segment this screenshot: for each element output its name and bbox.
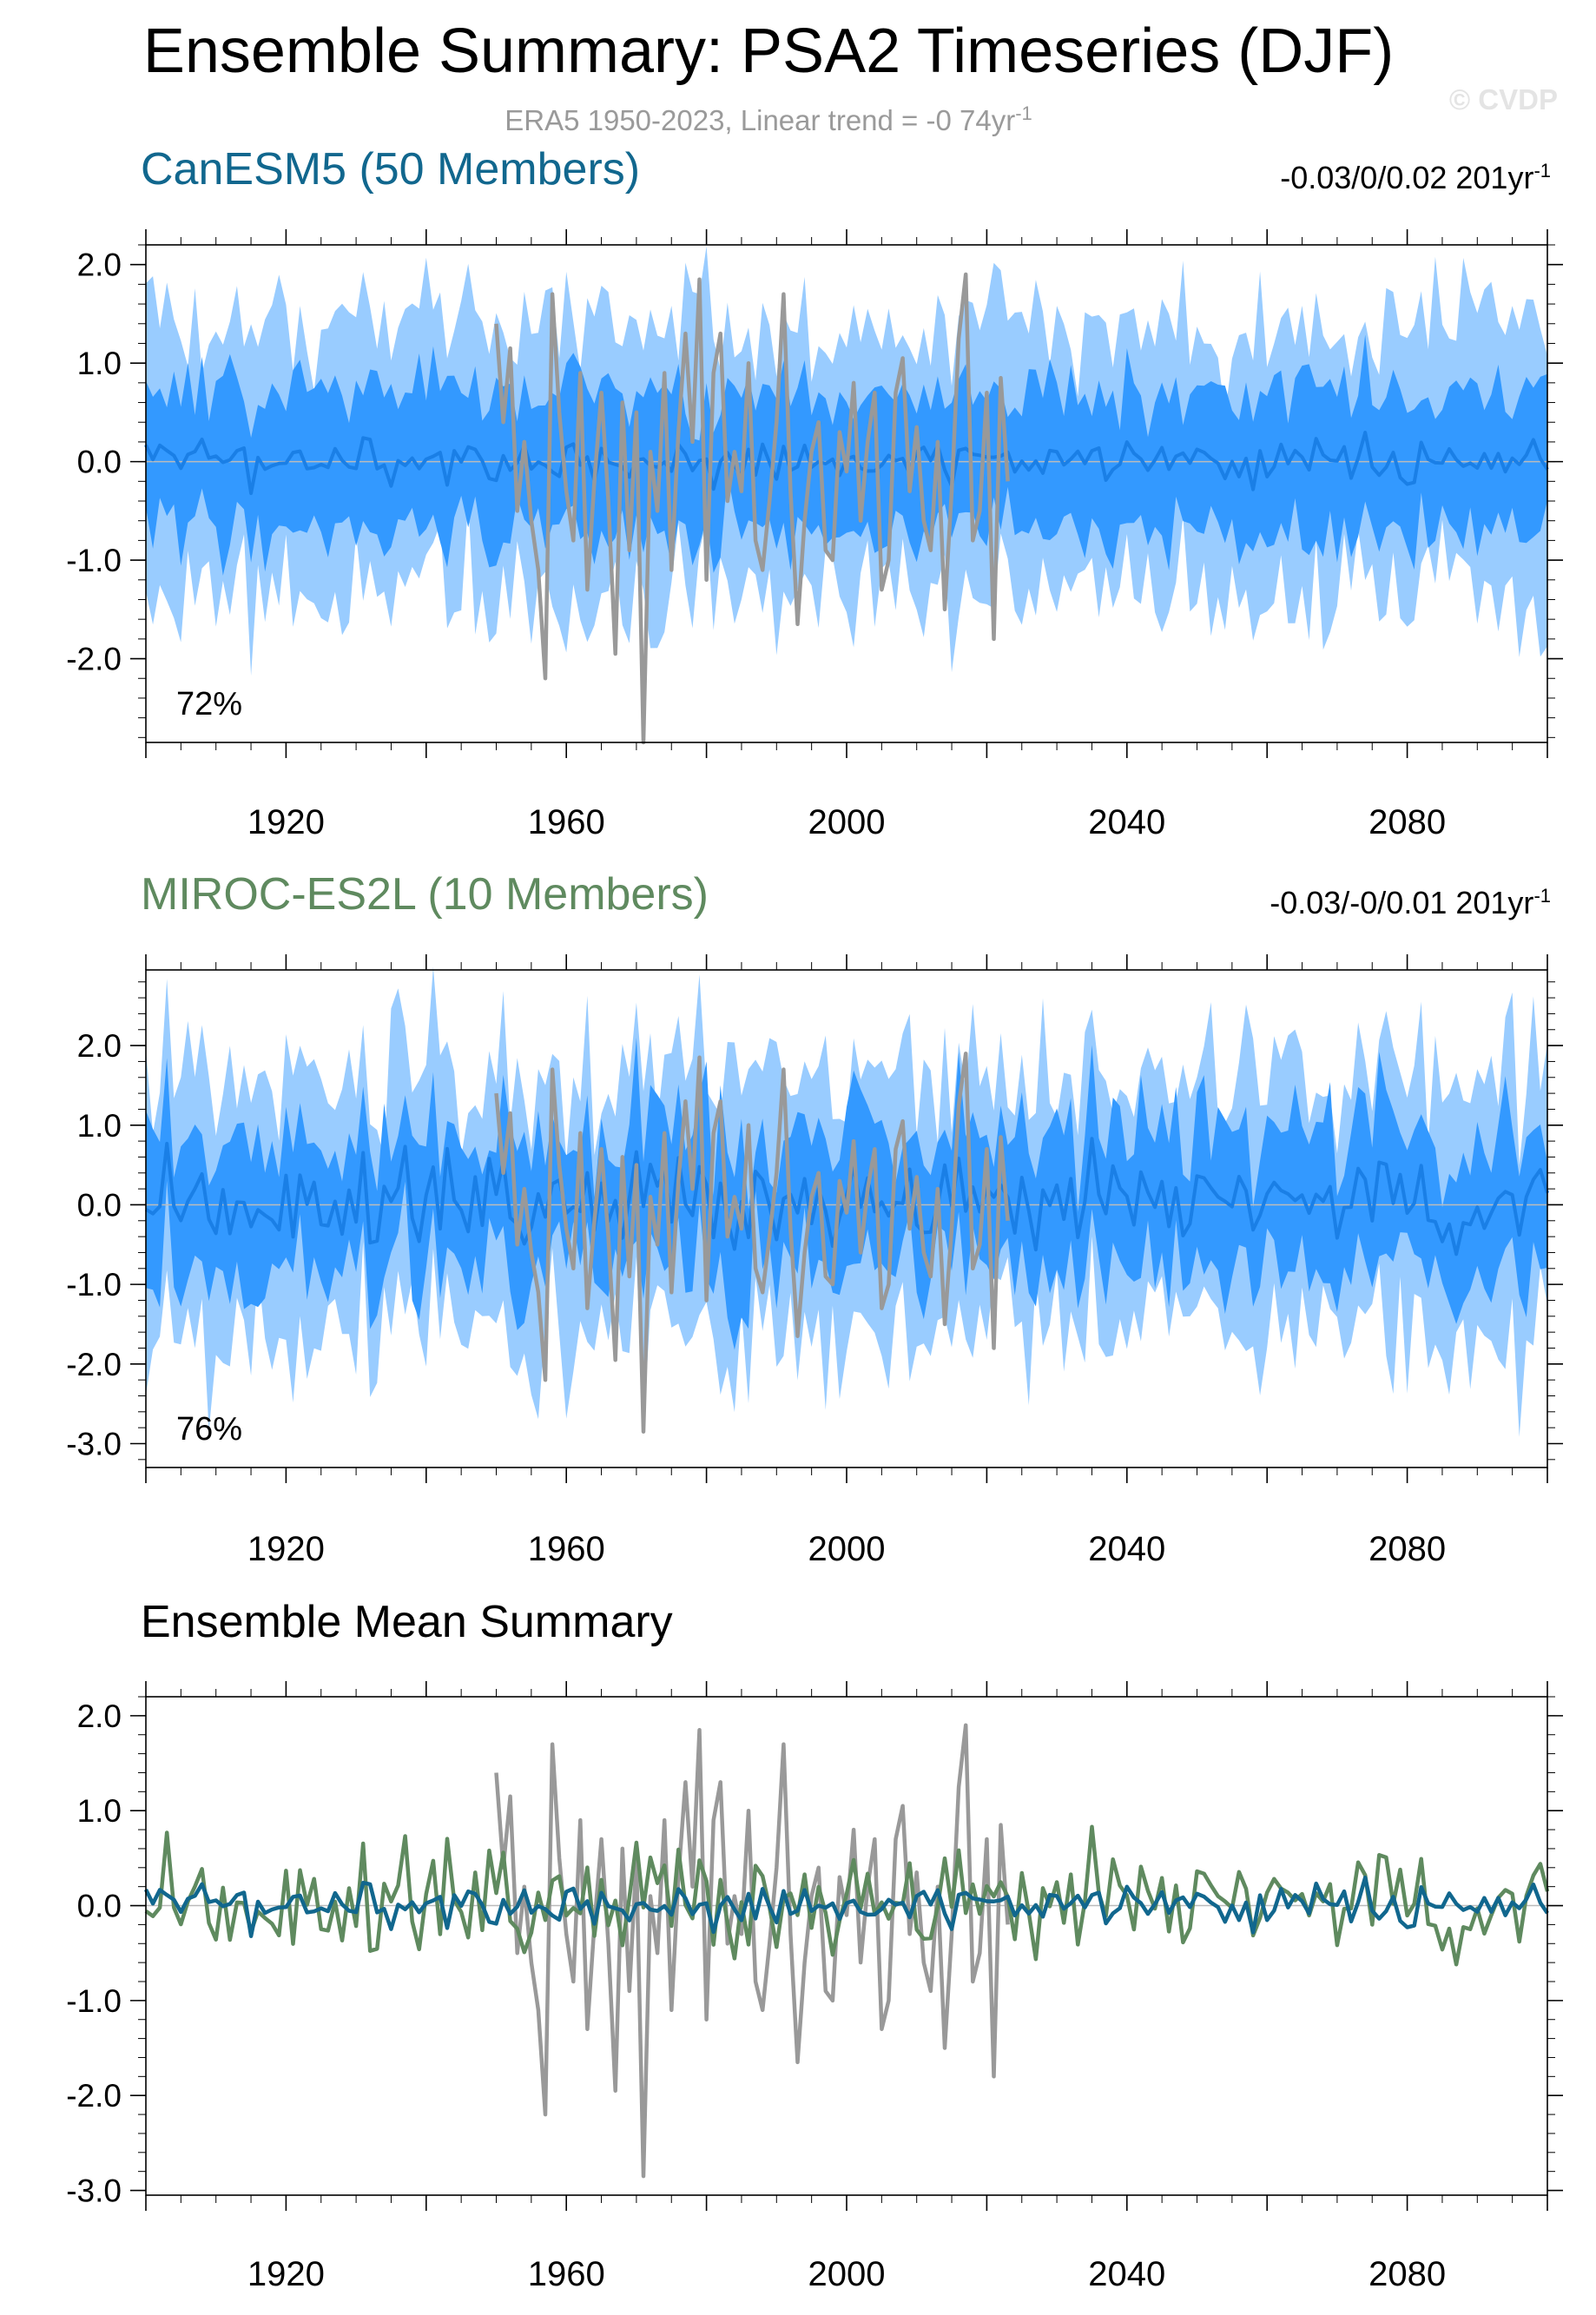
- y-tick-label: -2.0: [66, 642, 122, 677]
- y-tick-label: 0.0: [77, 1889, 122, 1924]
- panel2-title: MIROC-ES2L (10 Members): [141, 869, 709, 920]
- y-tick-label: 0.0: [77, 445, 122, 480]
- page-title: Ensemble Summary: PSA2 Timeseries (DJF): [142, 16, 1395, 86]
- x-tick-label: 1920: [247, 803, 325, 841]
- y-tick-label: 2.0: [77, 1028, 122, 1064]
- y-tick-label: -2.0: [66, 2078, 122, 2114]
- y-tick-label: -2.0: [66, 1347, 122, 1382]
- panel2-axes: -3.0 -2.0 -1.0 0.0 1.0 2.0 1920 1960 2000 2040 208…: [66, 954, 1563, 1568]
- y-tick-label: 0.0: [77, 1187, 122, 1223]
- panel1-title: CanESM5 (50 Members): [141, 144, 641, 195]
- panel2-trend: -0.03/-0/0.01 201yr-1: [1270, 885, 1551, 921]
- x-tick-label: 1960: [528, 2255, 605, 2293]
- panel3-axes: -3.0 -2.0 -1.0 0.0 1.0 2.0 1920 1960 2000 2040 208…: [66, 1681, 1563, 2293]
- x-tick-label: 2080: [1368, 2255, 1446, 2293]
- era5-observed-line: [494, 1723, 1010, 2179]
- x-tick-label: 1920: [247, 1530, 325, 1568]
- panel3-title: Ensemble Mean Summary: [141, 1597, 673, 1647]
- x-tick-label: 1920: [247, 2255, 325, 2293]
- canesm5-ensemble-mean-line: [143, 1875, 1549, 1938]
- era5-observed-line: [494, 1052, 1010, 1434]
- subtitle-exponent: -1: [1015, 102, 1032, 124]
- y-tick-label: -3.0: [66, 1426, 122, 1461]
- y-tick-label: 1.0: [77, 346, 122, 381]
- panel1-plot: 72%: [144, 246, 1549, 745]
- percent-label: 76%: [176, 1411, 242, 1448]
- y-tick-label: 2.0: [77, 1698, 122, 1734]
- x-tick-label: 2000: [808, 803, 886, 841]
- panel1-axes: -2.0 -1.0 0.0 1.0 2.0 1920 1960 2000 2040 2080: [66, 229, 1563, 841]
- panel1-trend-text: -0.03/0/0.02 201yr: [1280, 160, 1534, 195]
- y-tick-label: -1.0: [66, 1983, 122, 2019]
- y-tick-label: -1.0: [66, 1267, 122, 1303]
- panel2-trend-exp: -1: [1533, 885, 1551, 907]
- subtitle: ERA5 1950-2023, Linear trend = -0 74yr-1: [0, 102, 1537, 137]
- panel3-plot: [143, 1723, 1550, 2179]
- era5-observed-line: [494, 272, 1010, 745]
- percent-label: 72%: [176, 686, 242, 722]
- panel1-trend-exp: -1: [1533, 160, 1551, 181]
- panel2-plot: 76%: [144, 966, 1549, 1448]
- x-tick-label: 2080: [1368, 1530, 1446, 1568]
- subtitle-text: ERA5 1950-2023, Linear trend = -0 74yr: [505, 104, 1016, 136]
- x-tick-label: 2040: [1088, 2255, 1165, 2293]
- x-tick-label: 1960: [528, 803, 605, 841]
- y-tick-label: 1.0: [77, 1108, 122, 1144]
- x-tick-label: 1960: [528, 1530, 605, 1568]
- miroc-ensemble-mean-line: [144, 1824, 1550, 1967]
- x-tick-label: 2000: [808, 2255, 886, 2293]
- panel1-trend: -0.03/0/0.02 201yr-1: [1280, 160, 1551, 196]
- y-tick-label: 2.0: [77, 247, 122, 283]
- x-tick-label: 2040: [1088, 803, 1165, 841]
- y-tick-label: -3.0: [66, 2173, 122, 2209]
- panel2-trend-text: -0.03/-0/0.01 201yr: [1270, 885, 1534, 920]
- x-tick-label: 2080: [1368, 803, 1446, 841]
- x-tick-label: 2040: [1088, 1530, 1165, 1568]
- y-tick-label: -1.0: [66, 543, 122, 578]
- cvdp-watermark: © CVDP: [1448, 83, 1558, 115]
- y-tick-label: 1.0: [77, 1793, 122, 1829]
- x-tick-label: 2000: [808, 1530, 886, 1568]
